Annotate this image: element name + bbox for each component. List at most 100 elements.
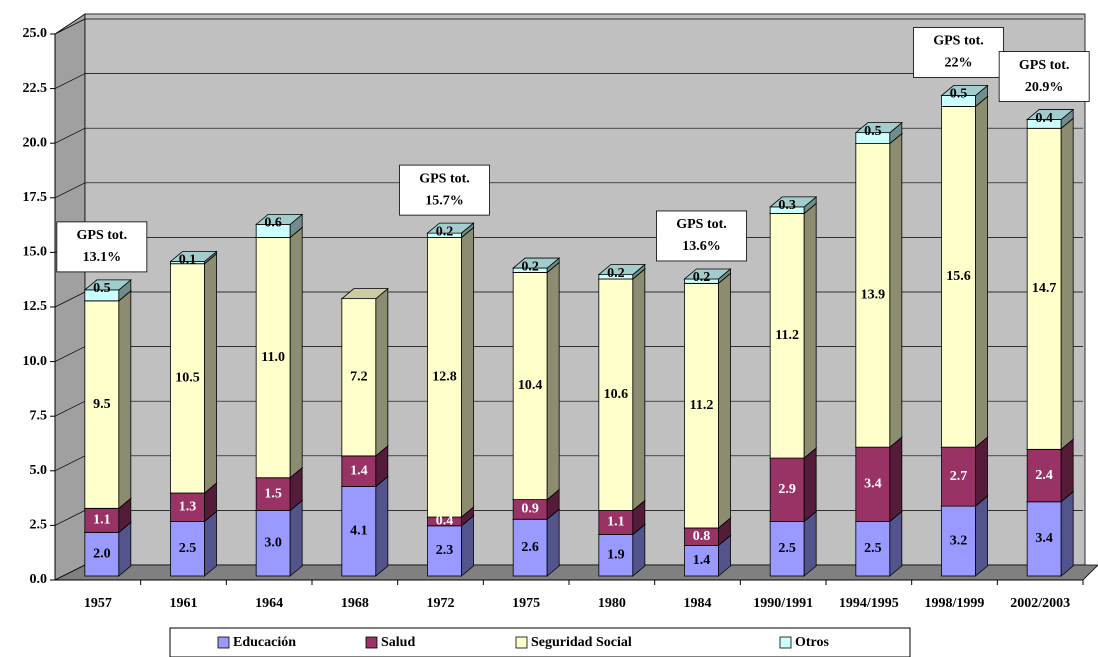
x-tick-label: 1990/1991 [753, 596, 813, 611]
value-label: 2.5 [778, 541, 796, 556]
annotation-text: GPS tot. [419, 171, 470, 186]
x-tick-label: 1984 [684, 596, 712, 611]
back-wall [84, 13, 1086, 566]
annotation-text: GPS tot. [676, 217, 727, 232]
value-label: 1.4 [693, 553, 711, 568]
grid-line [54, 73, 1083, 89]
x-tick-label: 1975 [512, 596, 540, 611]
side-wall [54, 13, 86, 581]
bar-side [889, 436, 903, 523]
bar-front [941, 106, 976, 448]
value-label: 1.1 [607, 515, 625, 530]
x-tick-label: 1964 [255, 596, 283, 611]
annotation-box [913, 27, 1004, 78]
bar-top [597, 264, 646, 276]
y-tick-label: 5.0 [30, 463, 48, 478]
bar-segment [340, 287, 389, 457]
value-label: 2.5 [864, 541, 882, 556]
y-tick-label: 12.5 [23, 299, 48, 314]
value-label: 3.2 [950, 533, 968, 548]
bar-segment [940, 95, 989, 448]
value-label: 11.2 [775, 328, 799, 343]
bar-side [632, 268, 646, 512]
value-label: 15.6 [946, 269, 971, 284]
value-label: 0.2 [436, 224, 454, 239]
bar-front [170, 263, 205, 494]
bar-side [1060, 438, 1074, 503]
bar-front [84, 300, 120, 509]
value-label: 0.2 [607, 266, 625, 281]
annotation-text: 13.6% [682, 239, 721, 254]
legend-swatch [365, 636, 378, 649]
x-tick-label: 1972 [427, 596, 455, 611]
value-label: 0.2 [521, 259, 539, 274]
value-label: 1.1 [93, 513, 111, 528]
bar-segment [169, 250, 218, 265]
value-label: 2.3 [436, 543, 454, 558]
value-label: 0.5 [864, 124, 882, 139]
value-label-bg [599, 546, 628, 565]
x-tick-label: 1980 [598, 596, 626, 611]
bar-side [204, 252, 217, 494]
bar-front [341, 298, 377, 457]
bar-front [855, 143, 891, 448]
bar-segment [683, 268, 732, 285]
bar-segment [597, 263, 646, 280]
bar-side [803, 447, 817, 523]
bar-top [1026, 109, 1075, 120]
value-label: 3.4 [1035, 531, 1053, 546]
annotation-text: 13.1% [83, 250, 122, 265]
bar-front [941, 446, 976, 507]
value-label: 0.1 [179, 253, 197, 268]
value-label: 0.2 [693, 270, 711, 285]
value-label: 2.0 [93, 546, 111, 561]
legend-label: Salud [381, 635, 415, 650]
bar-front [684, 282, 719, 529]
value-label: 14.7 [1032, 281, 1057, 296]
value-label: 2.6 [521, 540, 539, 555]
x-tick-label: 1961 [170, 596, 198, 611]
bar-side [975, 495, 988, 577]
bar-side [375, 475, 389, 577]
bar-segment [1026, 108, 1075, 130]
bar-segment [769, 196, 818, 215]
value-label-bg [1028, 529, 1057, 548]
value-label: 10.6 [604, 387, 629, 402]
annotation-box [399, 164, 490, 216]
bar-side [546, 508, 560, 577]
value-label-bg [685, 551, 714, 570]
bar-side [1060, 490, 1074, 577]
bar-segment [426, 222, 475, 239]
annotation-text: GPS tot. [1019, 58, 1070, 73]
bar-top [512, 257, 561, 269]
bar-segment [255, 213, 304, 239]
value-label: 3.4 [864, 476, 882, 491]
bar-side [204, 510, 217, 577]
value-label-bg [428, 541, 457, 560]
bar-front [427, 237, 462, 518]
value-label: 0.8 [693, 529, 711, 544]
bar-front [512, 272, 548, 500]
bar-side [289, 499, 303, 577]
value-label: 11.2 [690, 398, 714, 413]
value-label: 1.9 [607, 547, 625, 562]
bar-segment [597, 268, 646, 512]
bar-top [169, 251, 218, 262]
bar-side [975, 95, 988, 448]
bar-front [598, 510, 634, 535]
value-label: 0.6 [264, 216, 282, 231]
bar-segment [854, 121, 903, 145]
bar-front [598, 278, 634, 511]
y-tick-label: 15.0 [23, 245, 48, 260]
legend-swatch [779, 636, 792, 649]
annotation-text: 15.7% [425, 193, 464, 208]
bar-front [769, 213, 805, 459]
annotation-text: GPS tot. [77, 228, 128, 243]
bar-side [546, 261, 560, 501]
annotation-box [56, 221, 148, 273]
bar-side [803, 202, 817, 459]
grid-line [54, 182, 1083, 199]
bar-side [889, 510, 903, 577]
value-label: 3.0 [264, 535, 282, 550]
annotation-text: GPS tot. [933, 34, 984, 49]
